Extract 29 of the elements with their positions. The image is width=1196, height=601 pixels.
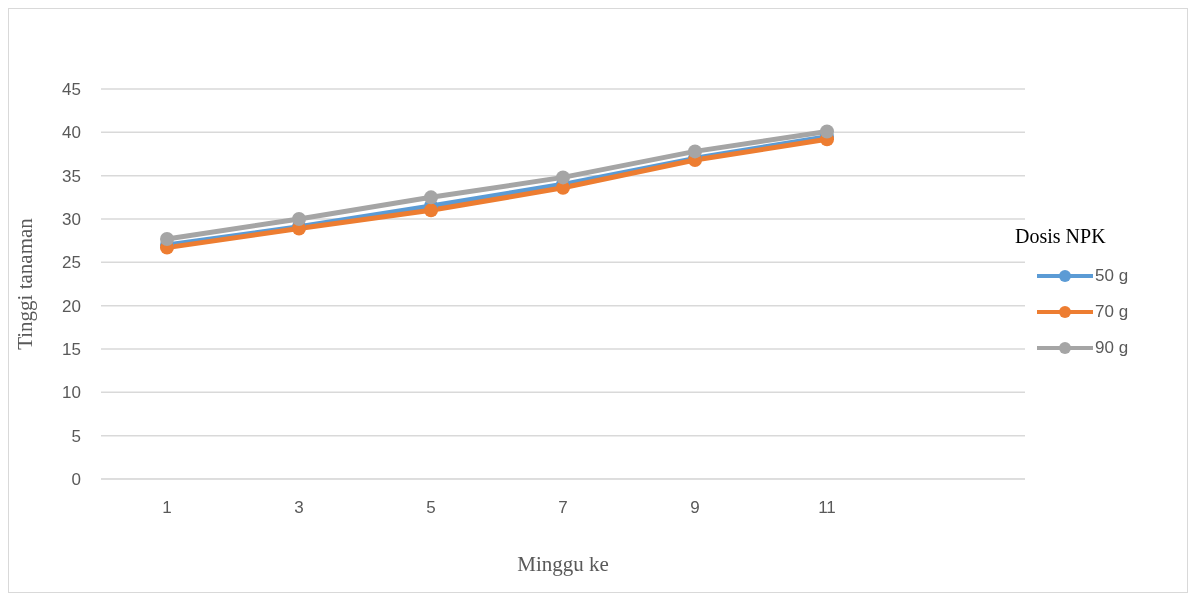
point	[820, 124, 834, 139]
y-tick-label: 45	[62, 80, 81, 100]
x-axis-title: Minggu ke	[517, 552, 609, 576]
x-tick-label: 3	[294, 498, 304, 518]
x-tick-label: 11	[818, 498, 836, 518]
x-tick-label: 7	[558, 498, 568, 518]
point	[556, 170, 570, 185]
y-tick-label: 5	[71, 426, 81, 446]
y-tick-label: 20	[62, 296, 81, 316]
point	[160, 231, 174, 246]
legend-label: 50 g	[1095, 265, 1129, 286]
point	[688, 144, 702, 159]
y-tick-label: 15	[62, 340, 81, 360]
y-tick-label: 0	[71, 470, 81, 490]
y-tick-label: 35	[62, 166, 81, 186]
y-tick-label: 25	[62, 253, 81, 273]
legend-label: 70 g	[1095, 301, 1129, 322]
point	[292, 212, 306, 226]
x-tick-label: 5	[426, 498, 436, 518]
legend-label: 90 g	[1095, 337, 1129, 358]
y-tick-label: 40	[62, 123, 81, 143]
y-axis-title: Tinggi tanaman	[13, 217, 38, 350]
x-tick-label: 1	[162, 498, 172, 518]
point	[424, 203, 438, 218]
y-tick-label: 10	[62, 383, 81, 403]
y-tick-label: 30	[62, 210, 81, 230]
point	[424, 190, 438, 205]
legend-title: Dosis NPK	[1015, 224, 1107, 248]
x-tick-label: 9	[690, 498, 700, 518]
